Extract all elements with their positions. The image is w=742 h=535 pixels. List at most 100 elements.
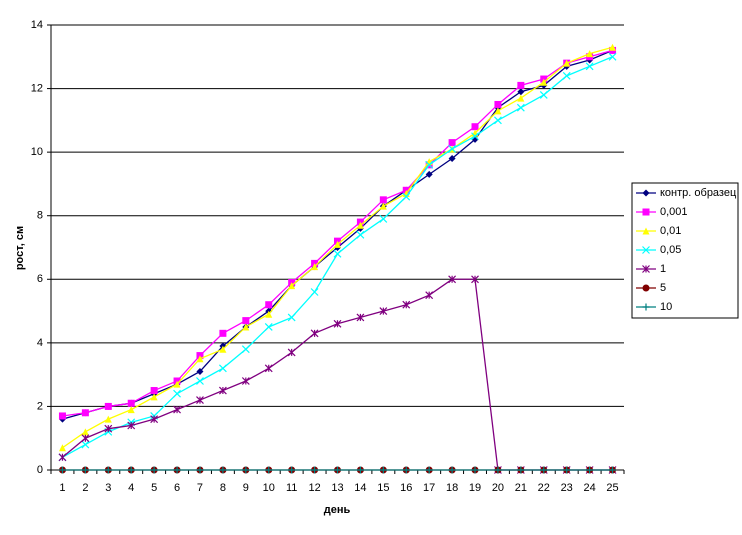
point xyxy=(173,466,181,474)
point xyxy=(173,380,181,388)
point xyxy=(425,291,434,300)
point xyxy=(218,364,227,373)
legend-label: 5 xyxy=(660,282,666,294)
point xyxy=(516,103,525,112)
point xyxy=(196,466,204,474)
legend-label: контр. образец xyxy=(660,187,737,199)
point xyxy=(264,323,273,331)
x-tick-label: 22 xyxy=(538,482,550,494)
point xyxy=(58,444,66,452)
legend-marker xyxy=(642,227,650,235)
point xyxy=(333,249,342,258)
point xyxy=(150,393,158,401)
point xyxy=(425,466,433,474)
x-tick-label: 20 xyxy=(492,482,504,494)
point xyxy=(448,139,456,147)
point xyxy=(356,230,365,239)
point xyxy=(356,313,365,322)
legend-marker xyxy=(642,265,650,273)
point xyxy=(264,364,273,373)
point xyxy=(58,466,66,474)
point xyxy=(288,466,296,474)
x-tick-label: 12 xyxy=(308,482,320,494)
point xyxy=(242,323,250,331)
legend-marker xyxy=(642,303,650,311)
x-tick-label: 16 xyxy=(400,482,412,494)
point xyxy=(311,466,319,474)
legend-label: 1 xyxy=(660,263,666,275)
point xyxy=(265,466,273,474)
legend-marker xyxy=(642,189,650,197)
point xyxy=(494,107,502,115)
point xyxy=(81,466,89,474)
legend-label: 0,05 xyxy=(660,244,681,256)
point xyxy=(196,396,204,404)
x-tick-label: 11 xyxy=(286,482,297,494)
point xyxy=(494,100,502,108)
point xyxy=(333,319,342,328)
x-tick-label: 19 xyxy=(469,482,481,494)
point xyxy=(288,282,296,290)
y-tick-label: 0 xyxy=(37,464,43,476)
point xyxy=(609,466,617,474)
point xyxy=(196,355,204,363)
x-tick-label: 8 xyxy=(220,482,226,494)
y-tick-label: 10 xyxy=(31,146,43,158)
x-tick-label: 6 xyxy=(174,482,180,494)
point xyxy=(425,160,434,169)
point xyxy=(379,196,387,204)
point xyxy=(425,170,433,178)
point xyxy=(585,62,594,71)
point xyxy=(150,466,158,474)
point xyxy=(241,377,250,385)
point xyxy=(104,424,113,433)
x-tick-label: 15 xyxy=(377,482,389,494)
point xyxy=(196,367,204,375)
point xyxy=(540,466,548,474)
point xyxy=(150,415,159,424)
point xyxy=(104,415,112,423)
point xyxy=(448,155,456,162)
x-tick-label: 24 xyxy=(583,482,595,494)
point xyxy=(58,453,67,462)
y-tick-label: 2 xyxy=(37,400,43,412)
point xyxy=(379,202,387,210)
x-tick-label: 23 xyxy=(561,482,573,494)
y-tick-label: 4 xyxy=(37,337,43,349)
point xyxy=(494,466,502,474)
x-axis-title: день xyxy=(324,504,351,516)
y-tick-label: 14 xyxy=(31,19,43,31)
point xyxy=(608,52,617,61)
legend-marker xyxy=(642,246,650,254)
point xyxy=(81,440,90,449)
point xyxy=(402,466,410,474)
point xyxy=(471,466,479,474)
point xyxy=(448,466,456,474)
point xyxy=(379,307,388,315)
y-tick-label: 6 xyxy=(37,273,43,285)
point xyxy=(402,192,411,201)
point xyxy=(609,43,617,51)
point xyxy=(173,389,181,398)
x-tick-label: 4 xyxy=(128,482,134,494)
point xyxy=(219,466,227,474)
legend-label: 0,001 xyxy=(660,206,688,218)
point xyxy=(562,71,571,80)
point xyxy=(471,123,479,131)
point xyxy=(379,214,388,223)
x-tick-label: 18 xyxy=(446,482,458,494)
point xyxy=(150,387,158,395)
point xyxy=(310,329,319,338)
point xyxy=(471,275,479,284)
legend-marker xyxy=(642,284,650,292)
x-tick-label: 2 xyxy=(82,482,88,494)
point xyxy=(539,91,548,99)
x-tick-label: 9 xyxy=(243,482,249,494)
point xyxy=(356,466,364,474)
x-tick-label: 21 xyxy=(515,482,527,494)
point xyxy=(196,377,204,385)
series-line xyxy=(62,278,613,471)
legend-label: 10 xyxy=(660,301,672,313)
point xyxy=(127,421,136,430)
